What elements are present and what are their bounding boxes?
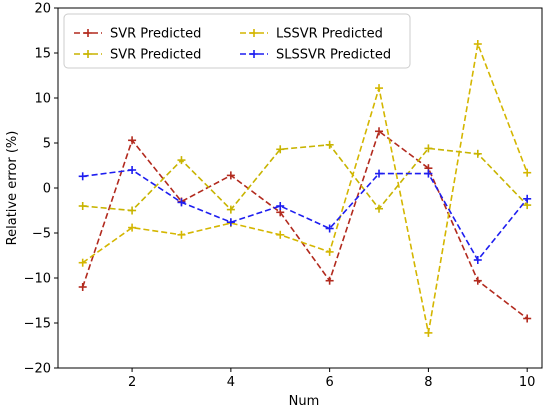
data-point — [325, 276, 334, 285]
series-line — [82, 143, 528, 212]
data-point — [424, 328, 433, 337]
data-point — [523, 168, 532, 177]
legend-item: SVR Predicted — [74, 48, 201, 63]
legend: SVR Predicted SVR Predicted LSSVR Predicte… — [63, 13, 411, 69]
data-point — [128, 136, 137, 145]
y-tick-label: −20 — [24, 362, 51, 377]
data-point — [473, 256, 482, 264]
series-layer — [78, 40, 532, 337]
x-axis-label: Num — [289, 394, 320, 409]
data-point — [78, 283, 87, 291]
x-tick-label: 10 — [519, 375, 536, 390]
legend-item: SVR Predicted — [74, 27, 201, 42]
data-point — [226, 205, 235, 214]
legend-label: SVR Predicted — [110, 48, 201, 63]
legend-box — [63, 13, 411, 69]
y-tick-label: 0 — [43, 182, 51, 197]
series-line — [81, 129, 528, 320]
data-point — [424, 169, 433, 178]
y-tick-label: 20 — [34, 2, 51, 17]
data-point — [473, 276, 482, 285]
data-point — [473, 40, 482, 48]
y-tick-label: 15 — [34, 47, 51, 62]
legend-label: LSSVR Predicted — [276, 27, 383, 42]
data-point — [128, 166, 137, 174]
data-point — [523, 314, 532, 323]
y-axis-label: Relative error (%) — [5, 131, 20, 246]
data-point — [325, 140, 334, 149]
data-point — [177, 156, 186, 165]
data-point — [128, 223, 137, 232]
data-point — [128, 206, 137, 215]
data-point — [226, 218, 235, 227]
y-tick-label: −10 — [24, 272, 51, 287]
data-point — [276, 202, 285, 210]
y-tick-label: 5 — [43, 137, 51, 152]
series-line — [82, 169, 528, 262]
data-point — [424, 144, 433, 153]
data-point — [375, 84, 384, 93]
series-4 — [78, 166, 532, 264]
x-tick-label: 6 — [325, 375, 333, 390]
data-point — [78, 258, 87, 267]
data-point — [375, 169, 384, 178]
data-point — [276, 230, 285, 239]
data-point — [226, 171, 235, 180]
data-point — [375, 204, 384, 213]
data-point — [473, 149, 482, 158]
x-tick-label: 8 — [424, 375, 432, 390]
x-tick-label: 4 — [227, 375, 235, 390]
legend-label: SLSSVR Predicted — [276, 48, 391, 63]
series-1 — [78, 127, 532, 323]
x-tick-label: 2 — [128, 375, 136, 390]
data-point — [325, 224, 334, 233]
legend-item: LSSVR Predicted — [240, 27, 383, 42]
data-point — [276, 145, 285, 154]
legend-item: SLSSVR Predicted — [240, 48, 391, 63]
legend-label: SVR Predicted — [110, 27, 201, 42]
series-3 — [78, 40, 532, 337]
data-point — [325, 247, 334, 256]
data-point — [177, 198, 186, 207]
data-point — [177, 230, 186, 239]
data-point — [375, 127, 384, 136]
data-point — [78, 202, 87, 210]
y-tick-label: −5 — [32, 227, 51, 242]
y-tick-label: 10 — [34, 92, 51, 107]
data-point — [523, 194, 532, 203]
series-line — [82, 40, 528, 334]
y-tick-label: −15 — [24, 317, 51, 332]
data-point — [78, 172, 87, 181]
axes: 2 4 6 8 10 −20 −15 −10 −5 0 5 10 15 20 — [24, 2, 536, 391]
